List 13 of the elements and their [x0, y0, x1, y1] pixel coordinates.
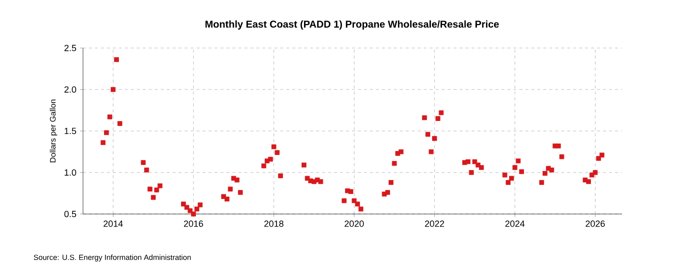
x-tick-label: 2018 [264, 220, 284, 227]
x-tick-label: 2014 [104, 220, 123, 227]
x-tick-label: 2016 [184, 220, 204, 227]
y-tick-label: 2.5 [64, 44, 76, 52]
chart-title: Monthly East Coast (PADD 1) Propane Wholesale/Resale Price [206, 20, 499, 30]
x-tick-label: 2022 [425, 220, 444, 227]
y-tick-label: 0.5 [64, 210, 76, 218]
y-tick-label: 2.0 [64, 86, 76, 93]
x-tick-label: 2026 [586, 220, 605, 227]
y-tick-label: 1.0 [64, 169, 76, 176]
x-tick-label: 2024 [505, 220, 525, 227]
y-tick-label: 1.5 [64, 128, 76, 134]
x-tick-label: 2020 [344, 220, 364, 227]
